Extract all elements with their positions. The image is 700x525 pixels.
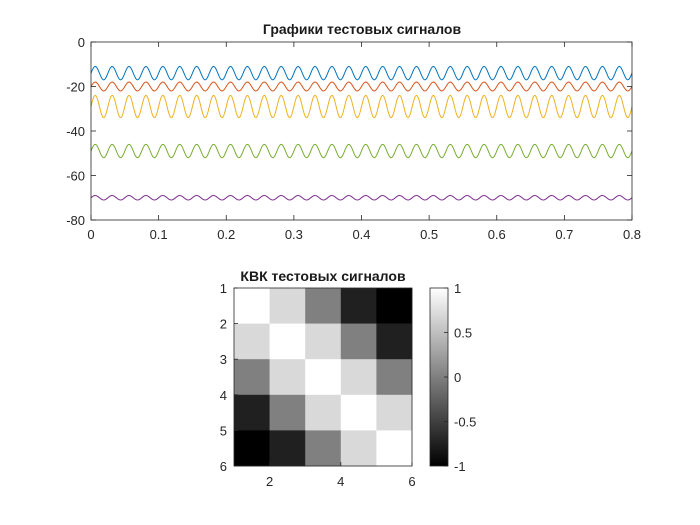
heatmap-cell	[234, 430, 270, 467]
heatmap-cell	[269, 394, 306, 431]
heatmap-x-tick-label: 2	[266, 474, 273, 489]
heatmap-y-tick-label: 4	[220, 388, 227, 403]
line-x-ticks: 0 0.1 0.2 0.3 0.4 0.5 0.6 0.7 0.8	[87, 42, 641, 242]
heatmap-cell	[234, 288, 270, 324]
heatmap-cell	[340, 359, 377, 396]
colorbar-tick-label: -0.5	[454, 415, 476, 430]
line-y-tick-label: -80	[66, 213, 85, 228]
heatmap-cell	[305, 394, 342, 431]
line-series-layer	[90, 65, 633, 201]
heatmap-cell	[340, 323, 377, 360]
heatmap-y-tick-label: 6	[220, 459, 227, 474]
heatmap-x-ticks: 2 4 6	[266, 462, 416, 489]
colorbar-tick-label: 1	[454, 281, 461, 296]
line-x-tick-label: 0	[87, 227, 94, 242]
heatmap-y-tick-label: 3	[220, 352, 227, 367]
heatmap-axes-box	[233, 287, 413, 467]
line-series-4	[90, 143, 633, 159]
heatmap-cell	[269, 359, 306, 396]
line-series-3	[90, 94, 633, 119]
heatmap-y-tick-label: 2	[220, 317, 227, 332]
colorbar-tick-label: -1	[454, 459, 466, 474]
colorbar-tick-label: 0	[454, 370, 461, 385]
heatmap-cell	[269, 288, 306, 324]
line-x-tick-label: 0.4	[352, 227, 370, 242]
heatmap-cell	[305, 359, 342, 396]
heatmap-cell	[234, 394, 270, 431]
line-series-1	[90, 65, 633, 81]
line-x-tick-label: 0.8	[623, 227, 641, 242]
heatmap-cell	[376, 394, 413, 431]
heatmap-cell	[269, 323, 306, 360]
line-y-ticks: 0 -20 -40 -60 -80	[66, 35, 632, 228]
heatmap-chart: КВК тестовых сигналов 2 4 6 1 2 3 4 5 6 1 0.5 0 -0…	[220, 268, 477, 489]
heatmap-cell	[234, 323, 270, 360]
line-x-tick-label: 0.2	[217, 227, 235, 242]
heatmap-title: КВК тестовых сигналов	[240, 268, 406, 284]
heatmap-x-tick-label: 4	[337, 474, 344, 489]
line-x-tick-label: 0.7	[555, 227, 573, 242]
line-x-tick-label: 0.6	[488, 227, 506, 242]
line-x-tick-label: 0.1	[150, 227, 168, 242]
heatmap-cell	[340, 288, 377, 324]
heatmap-cell	[305, 288, 342, 324]
line-series-5	[90, 195, 633, 201]
line-y-tick-label: -20	[66, 80, 85, 95]
heatmap-cell	[305, 430, 342, 467]
heatmap-cell	[376, 288, 413, 324]
heatmap-cell	[234, 359, 270, 396]
heatmap-y-tick-label: 5	[220, 423, 227, 438]
heatmap-cell	[305, 323, 342, 360]
line-y-tick-label: 0	[78, 35, 85, 50]
line-chart: Графики тестовых сигналов 0 0.1 0.2 0.3 0.4 0…	[66, 21, 641, 242]
colorbar-tick-label: 0.5	[454, 326, 472, 341]
line-x-tick-label: 0.5	[420, 227, 438, 242]
line-y-tick-label: -60	[66, 169, 85, 184]
line-chart-axes-box	[90, 41, 633, 221]
heatmap-cell	[269, 430, 306, 467]
colorbar: 1 0.5 0 -0.5 -1	[429, 281, 476, 474]
line-chart-title: Графики тестовых сигналов	[263, 21, 462, 37]
heatmap-cell	[376, 323, 413, 360]
heatmap-x-tick-label: 6	[408, 474, 415, 489]
heatmap-cell	[376, 430, 413, 467]
heatmap-cells	[234, 288, 413, 467]
colorbar-ticks: 1 0.5 0 -0.5 -1	[444, 281, 476, 474]
line-y-tick-label: -40	[66, 124, 85, 139]
heatmap-cell	[376, 359, 413, 396]
line-x-tick-label: 0.3	[285, 227, 303, 242]
heatmap-cell	[340, 430, 377, 467]
heatmap-y-tick-label: 1	[220, 281, 227, 296]
line-series-2	[90, 81, 633, 92]
heatmap-y-ticks: 1 2 3 4 5 6	[220, 281, 238, 474]
heatmap-cell	[340, 394, 377, 431]
